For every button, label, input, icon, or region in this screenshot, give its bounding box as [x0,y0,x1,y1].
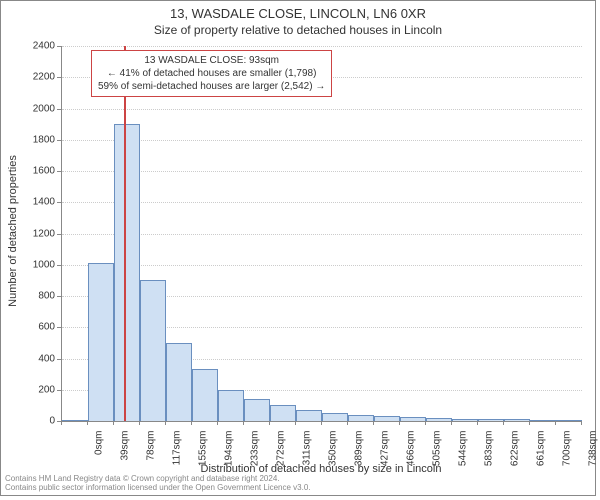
histogram-bar [244,399,270,421]
ytick-label: 1200 [15,228,55,239]
chart-title: 13, WASDALE CLOSE, LINCOLN, LN6 0XR [1,6,595,21]
ytick-mark [57,296,61,297]
xtick-mark [165,421,166,425]
xtick-mark [87,421,88,425]
ytick-mark [57,359,61,360]
xtick-mark [555,421,556,425]
ytick-label: 2200 [15,72,55,83]
xtick-mark [425,421,426,425]
histogram-bar [140,280,166,421]
chart-subtitle: Size of property relative to detached ho… [1,23,595,37]
xtick-mark [503,421,504,425]
chart-container: 13, WASDALE CLOSE, LINCOLN, LN6 0XR Size… [0,0,596,496]
ytick-mark [57,390,61,391]
marker-info-box: 13 WASDALE CLOSE: 93sqm ← 41% of detache… [91,50,332,97]
ytick-mark [57,234,61,235]
histogram-bar [426,418,452,421]
gridline [62,46,582,47]
ytick-label: 400 [15,353,55,364]
ytick-label: 0 [15,416,55,427]
ytick-label: 1800 [15,134,55,145]
ytick-mark [57,140,61,141]
histogram-bar [452,419,478,421]
xtick-mark [217,421,218,425]
footer-line-2: Contains public sector information licen… [5,483,311,493]
ytick-label: 2400 [15,41,55,52]
xtick-mark [295,421,296,425]
ytick-mark [57,327,61,328]
histogram-bar [218,390,244,421]
ytick-label: 1400 [15,197,55,208]
xtick-mark [347,421,348,425]
ytick-label: 1000 [15,259,55,270]
ytick-mark [57,171,61,172]
xtick-mark [139,421,140,425]
ytick-label: 600 [15,322,55,333]
xtick-mark [113,421,114,425]
property-marker-line [124,46,126,421]
xtick-mark [399,421,400,425]
ytick-mark [57,77,61,78]
info-line-3: 59% of semi-detached houses are larger (… [98,80,325,93]
info-line-1: 13 WASDALE CLOSE: 93sqm [98,54,325,67]
xtick-mark [477,421,478,425]
histogram-bar [88,263,114,421]
histogram-bar [166,343,192,421]
ytick-mark [57,46,61,47]
ytick-label: 800 [15,291,55,302]
footer-line-1: Contains HM Land Registry data © Crown c… [5,474,311,484]
xtick-mark [321,421,322,425]
histogram-bar [530,420,556,421]
xtick-mark [243,421,244,425]
xtick-mark [581,421,582,425]
histogram-bar [556,420,582,421]
plot-area [61,46,582,422]
ytick-label: 1600 [15,166,55,177]
histogram-bar [504,419,530,421]
gridline [62,234,582,235]
footer-attribution: Contains HM Land Registry data © Crown c… [5,474,311,493]
histogram-bar [400,417,426,421]
xtick-mark [191,421,192,425]
histogram-bar [270,405,296,421]
histogram-bar [374,416,400,421]
ytick-mark [57,109,61,110]
histogram-bar [114,124,140,421]
gridline [62,140,582,141]
histogram-bar [296,410,322,421]
histogram-bar [62,420,88,421]
xtick-mark [451,421,452,425]
gridline [62,171,582,172]
gridline [62,109,582,110]
histogram-bar [192,369,218,421]
xtick-mark [269,421,270,425]
ytick-label: 2000 [15,103,55,114]
ytick-mark [57,265,61,266]
xtick-mark [61,421,62,425]
histogram-bar [348,415,374,421]
info-line-2: ← 41% of detached houses are smaller (1,… [98,67,325,80]
histogram-bar [478,419,504,421]
xtick-label: 738sqm [588,431,599,471]
xtick-mark [529,421,530,425]
ytick-label: 200 [15,384,55,395]
gridline [62,202,582,203]
gridline [62,265,582,266]
ytick-mark [57,202,61,203]
histogram-bar [322,413,348,421]
xtick-mark [373,421,374,425]
